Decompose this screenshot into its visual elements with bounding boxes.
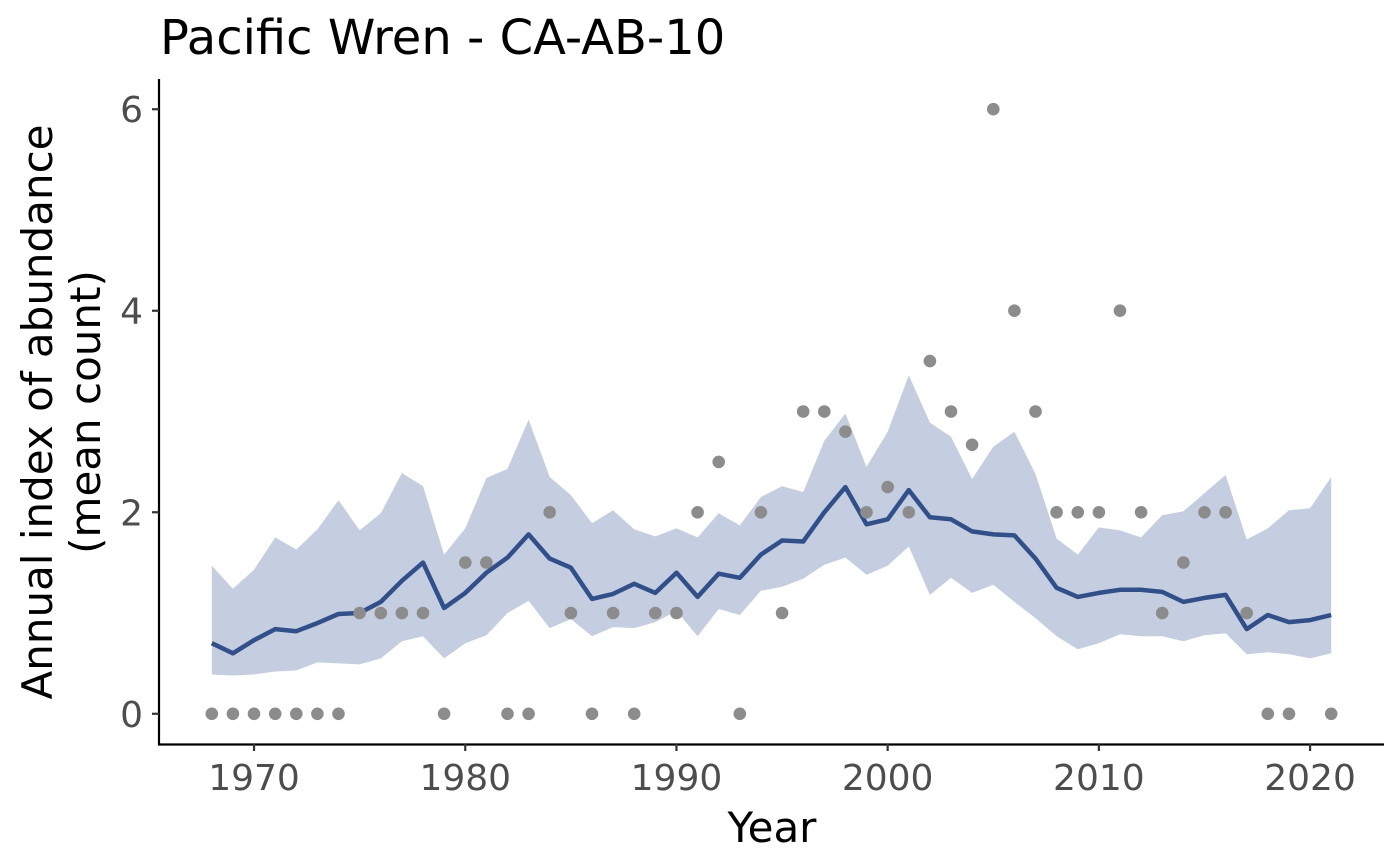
data-point — [818, 405, 831, 418]
x-tick-label: 1970 — [208, 758, 300, 799]
data-point — [437, 707, 451, 721]
data-point — [459, 556, 472, 569]
data-point — [1261, 707, 1275, 721]
y-axis-title: Annual index of abundance (mean count) — [13, 124, 110, 699]
data-point — [1240, 606, 1253, 620]
abundance-trend-line — [210, 484, 1332, 656]
y-tick-label: 0 — [120, 695, 143, 736]
y-tick-label: 4 — [120, 292, 143, 333]
x-axis-title: Year — [727, 803, 818, 852]
data-point — [754, 506, 768, 519]
data-point — [564, 606, 578, 620]
observed-points — [205, 102, 1338, 721]
data-point — [205, 707, 219, 721]
data-point — [1092, 506, 1106, 519]
data-point — [1113, 304, 1127, 318]
y-tick-label: 2 — [120, 493, 143, 534]
data-point — [1155, 606, 1169, 620]
data-point — [796, 405, 810, 418]
data-point — [923, 354, 937, 368]
data-point — [332, 707, 345, 721]
data-point — [775, 606, 789, 620]
data-point — [247, 707, 261, 721]
data-point — [733, 707, 747, 721]
data-point — [691, 506, 704, 519]
data-point — [987, 102, 1000, 116]
data-point — [1008, 304, 1021, 318]
data-point — [522, 707, 535, 721]
data-point — [1134, 506, 1148, 519]
data-point — [1282, 707, 1296, 721]
data-point — [965, 438, 979, 452]
data-point — [501, 707, 514, 721]
x-tick-label: 1980 — [419, 758, 511, 799]
data-point — [860, 506, 873, 519]
data-point — [902, 506, 916, 519]
y-tick-label: 6 — [120, 90, 143, 131]
x-tick-label: 2020 — [1264, 758, 1356, 799]
data-point — [670, 606, 683, 620]
data-point — [353, 606, 366, 620]
data-point — [1219, 506, 1232, 519]
data-point — [839, 425, 852, 439]
x-tick-label: 2000 — [842, 758, 934, 799]
data-point — [290, 707, 303, 721]
data-point — [627, 707, 641, 721]
data-point — [881, 480, 894, 494]
chart-title: Pacific Wren - CA-AB-10 — [160, 10, 725, 66]
x-tick-label: 2010 — [1053, 758, 1145, 799]
y-axis-title-line-1: Annual index of abundance — [13, 124, 62, 699]
data-point — [1050, 506, 1063, 519]
data-point — [1029, 405, 1042, 418]
data-point — [268, 707, 282, 721]
x-axis-ticks: 1970 1980 1990 2000 2010 2020 — [208, 744, 1356, 799]
confidence-band — [211, 375, 1332, 676]
data-point — [944, 405, 958, 418]
y-axis-title-line-2: (mean count) — [61, 270, 110, 554]
plot-area — [205, 102, 1338, 721]
data-point — [649, 606, 662, 620]
data-point — [1198, 506, 1211, 519]
y-axis-ticks: 0 2 4 6 — [120, 90, 159, 736]
data-point — [1177, 556, 1190, 569]
data-point — [1324, 707, 1338, 721]
data-point — [543, 506, 556, 519]
data-point — [374, 606, 388, 620]
data-point — [311, 707, 324, 721]
data-point — [712, 455, 725, 469]
data-point — [416, 606, 430, 620]
data-point — [606, 606, 620, 620]
data-point — [395, 606, 409, 620]
data-point — [480, 556, 493, 569]
data-point — [1071, 506, 1085, 519]
data-point — [585, 707, 599, 721]
data-point — [226, 707, 240, 721]
x-tick-label: 1990 — [631, 758, 723, 799]
